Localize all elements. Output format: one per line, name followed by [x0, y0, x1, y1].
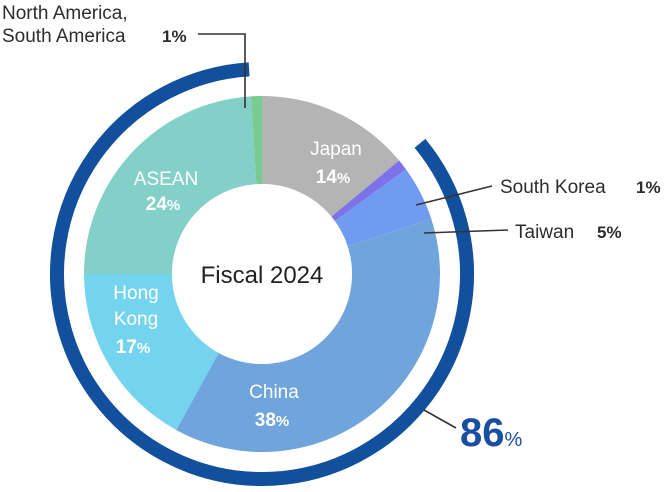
svg-text:Japan: Japan	[310, 139, 362, 160]
leader-taiwan	[423, 229, 509, 234]
svg-text:Hong: Hong	[113, 283, 158, 304]
taiwan-pct: 5	[597, 223, 606, 242]
slice-japan	[262, 96, 400, 217]
slice-hong-kong	[84, 274, 219, 430]
slice-label-china: China 38%	[249, 382, 299, 431]
center-label: Fiscal 2024	[201, 262, 324, 289]
label-total-arc: 86%	[423, 409, 523, 455]
slice-label-asean: ASEAN 24%	[134, 169, 198, 215]
asia-total-arc	[50, 62, 474, 486]
svg-text:ASEAN: ASEAN	[134, 169, 198, 190]
svg-text:5%: 5%	[597, 223, 622, 242]
svg-text:Kong: Kong	[114, 309, 158, 330]
svg-text:Taiwan: Taiwan	[515, 222, 574, 243]
total-arc	[50, 62, 474, 486]
donut-slices	[84, 96, 440, 452]
svg-text:North America,: North America,	[2, 3, 128, 24]
label-taiwan: Taiwan 5%	[423, 222, 622, 243]
japan-pct: 14	[316, 167, 338, 188]
donut-hole	[172, 184, 352, 364]
hong-kong-pct: 17	[116, 337, 137, 358]
leader-total-arc	[423, 409, 457, 429]
slice-china	[176, 218, 440, 452]
slice-label-japan: Japan 14%	[310, 139, 362, 188]
svg-text:14%: 14%	[316, 167, 350, 188]
svg-text:1%: 1%	[162, 27, 187, 46]
svg-text:South America: South America	[2, 26, 126, 47]
americas-pct: 1	[162, 27, 171, 46]
svg-text:South Korea: South Korea	[500, 177, 606, 198]
leader-americas	[198, 33, 246, 108]
slice-asean	[84, 96, 257, 274]
south-korea-pct: 1	[636, 178, 645, 197]
china-pct: 38	[255, 410, 276, 431]
svg-text:1%: 1%	[636, 178, 661, 197]
svg-text:China: China	[249, 382, 299, 403]
slice-north-america-south-america	[250, 96, 262, 185]
total-arc-pct: 86	[460, 411, 505, 455]
svg-text:86%: 86%	[460, 411, 523, 455]
slice-taiwan	[334, 169, 432, 247]
asean-pct: 24	[146, 194, 168, 215]
leader-south-korea	[415, 185, 493, 206]
slice-label-hong-kong: Hong Kong 17%	[113, 283, 158, 358]
svg-text:24%: 24%	[146, 194, 180, 215]
label-south-korea: South Korea 1%	[415, 177, 661, 206]
svg-text:17%: 17%	[116, 337, 150, 358]
label-americas: North America, South America 1%	[2, 3, 246, 108]
slice-south-korea	[331, 160, 407, 222]
svg-text:38%: 38%	[255, 410, 289, 431]
